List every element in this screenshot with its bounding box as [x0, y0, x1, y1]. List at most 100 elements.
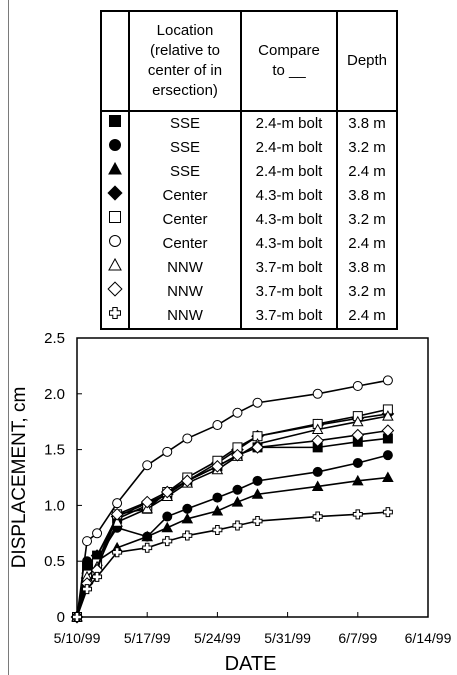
- legend-compare-cell: 2.4-m bolt: [240, 136, 337, 160]
- data-point: [381, 424, 395, 437]
- data-point: [162, 511, 173, 522]
- data-point: [232, 520, 243, 531]
- legend-row: NNW 3.7-m bolt 3.8 m: [100, 256, 397, 280]
- data-point: [352, 415, 364, 427]
- legend-symbol-square-open: [109, 211, 121, 223]
- legend-row: Center 4.3-m bolt 2.4 m: [100, 232, 397, 256]
- legend-compare-cell: 3.7-m bolt: [240, 256, 337, 280]
- legend-row: Center 4.3-m bolt 3.8 m: [100, 184, 397, 208]
- legend-header-row: Location (relative to center of in ersectio…: [100, 11, 397, 112]
- data-point: [312, 511, 323, 522]
- data-point: [181, 512, 194, 524]
- plot-frame: [76, 337, 429, 618]
- y-tick-label: 1.5: [44, 442, 65, 459]
- series-line: [76, 454, 389, 618]
- legend-symbol-diamond-open: [107, 281, 123, 297]
- y-tick-label: 0.5: [44, 553, 65, 570]
- legend-symbol: [100, 160, 129, 184]
- location-column-header: Location (relative to center of in ersectio…: [128, 11, 241, 112]
- legend-row: SSE 2.4-m bolt 3.2 m: [100, 136, 397, 160]
- y-tick-label: 0: [57, 609, 65, 626]
- data-point: [352, 380, 363, 391]
- data-point: [382, 507, 393, 518]
- data-point: [312, 466, 323, 477]
- legend-symbol-triangle-filled: [108, 161, 122, 175]
- data-point: [142, 460, 153, 471]
- x-tick-label: 6/14/99: [405, 630, 452, 646]
- data-point: [311, 423, 324, 435]
- legend-compare-cell: 2.4-m bolt: [240, 160, 337, 184]
- data-point: [72, 612, 82, 622]
- legend-marker-circle-open: [109, 235, 121, 247]
- series-line: [76, 511, 388, 618]
- legend-location-cell: Center: [128, 208, 241, 232]
- symbol-column-header: [100, 11, 129, 112]
- legend-symbol: [100, 304, 129, 329]
- data-point: [351, 428, 365, 442]
- legend-symbol-cross-open: [109, 307, 121, 319]
- data-point: [142, 542, 153, 553]
- legend-depth-cell: 3.8 m: [336, 184, 397, 208]
- compare-column-header: Compare to __: [240, 11, 337, 112]
- data-point: [251, 441, 264, 454]
- legend-marker-diamond-filled: [107, 185, 123, 201]
- data-point: [251, 488, 264, 499]
- data-point: [311, 434, 325, 448]
- data-point: [112, 547, 123, 558]
- data-point: [110, 507, 124, 521]
- legend-symbol: [100, 208, 129, 232]
- data-point: [182, 530, 193, 541]
- data-point: [82, 584, 93, 595]
- legend-depth-cell: 2.4 m: [336, 304, 397, 329]
- series-diamond-open: [70, 424, 395, 624]
- series-line: [76, 408, 389, 618]
- data-point: [180, 474, 194, 488]
- data-point: [92, 528, 103, 539]
- legend-symbol: [100, 256, 129, 280]
- legend-location-cell: Center: [128, 232, 241, 256]
- legend-location-cell: NNW: [128, 280, 241, 304]
- data-point: [211, 504, 224, 516]
- series-triangle-filled: [71, 471, 394, 622]
- x-tick-label: 6/7/99: [338, 630, 377, 646]
- data-point: [211, 460, 224, 473]
- data-point: [162, 536, 173, 547]
- series-line: [76, 437, 388, 618]
- data-point: [141, 530, 153, 542]
- data-point: [212, 524, 223, 535]
- legend-marker-cross-open: [109, 307, 121, 319]
- legend-compare-cell: 4.3-m bolt: [240, 208, 337, 232]
- y-tick-label: 2.0: [44, 386, 65, 403]
- legend-symbol-circle-open: [109, 235, 121, 247]
- x-tick-label: 5/24/99: [194, 630, 241, 646]
- data-point: [232, 407, 243, 418]
- legend-compare-cell: 3.7-m bolt: [240, 304, 337, 329]
- data-point: [352, 457, 363, 468]
- page-margin-line: [8, 0, 9, 675]
- legend-location-cell: NNW: [128, 256, 241, 280]
- legend-depth-cell: 2.4 m: [336, 160, 397, 184]
- x-tick-label: 5/17/99: [124, 630, 171, 646]
- legend-compare-cell: 4.3-m bolt: [240, 232, 337, 256]
- legend-location-cell: SSE: [128, 136, 241, 160]
- legend-marker-triangle-filled: [108, 161, 122, 175]
- series-cross-open: [72, 507, 393, 622]
- data-point: [212, 492, 223, 503]
- legend-marker-circle-filled: [109, 139, 121, 151]
- data-point: [231, 496, 244, 507]
- legend-depth-cell: 3.2 m: [336, 280, 397, 304]
- legend-symbol-diamond-filled: [107, 185, 123, 201]
- legend-location-cell: NNW: [128, 304, 241, 329]
- data-point: [382, 410, 394, 421]
- series-line: [76, 476, 388, 618]
- legend-table: Location (relative to center of in ersectio…: [100, 10, 398, 330]
- legend-depth-cell: 3.2 m: [336, 208, 397, 232]
- x-tick-label: 5/10/99: [54, 630, 101, 646]
- data-point: [161, 521, 174, 533]
- data-point: [312, 388, 323, 399]
- legend-location-cell: SSE: [128, 111, 241, 136]
- x-tick-label: 5/31/99: [264, 630, 311, 646]
- legend-compare-cell: 3.7-m bolt: [240, 280, 337, 304]
- data-point: [352, 474, 364, 486]
- legend-marker-diamond-open: [107, 281, 123, 297]
